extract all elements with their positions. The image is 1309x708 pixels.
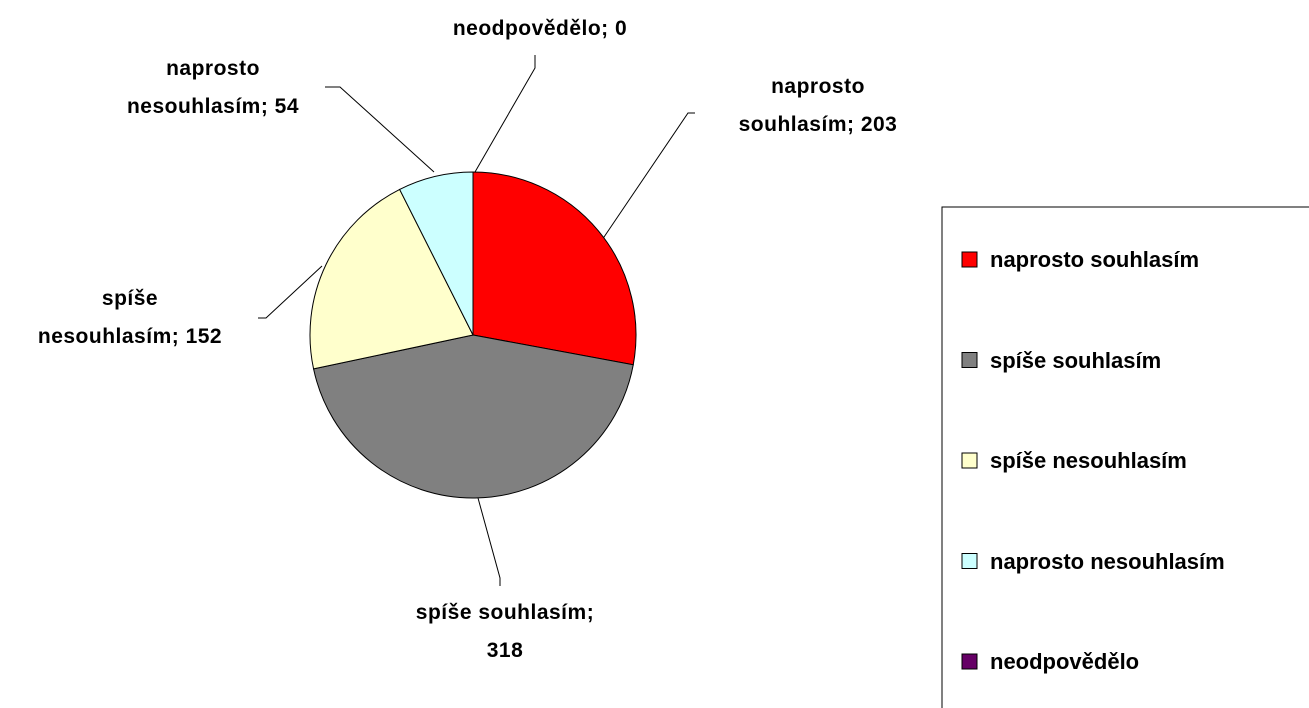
legend-swatch: [961, 452, 978, 469]
leader-line: [325, 86, 435, 173]
legend-label: naprosto nesouhlasím: [990, 548, 1225, 574]
leader-lines: [258, 55, 695, 586]
leader-line: [601, 112, 695, 241]
legend-label: spíše nesouhlasím: [990, 448, 1187, 473]
leader-line: [477, 497, 501, 586]
data-label: naprosto nesouhlasím; 54: [126, 57, 300, 118]
legend-label: neodpovědělo: [990, 649, 1140, 674]
legend-swatch: [961, 653, 978, 670]
data-label: spíše souhlasím; 318: [415, 601, 595, 662]
leader-line: [258, 265, 323, 319]
data-label: neodpovědělo; 0: [452, 17, 628, 40]
legend-swatch: [961, 352, 978, 368]
data-label: naprosto souhlasím; 203: [738, 75, 898, 136]
leader-line: [474, 55, 536, 173]
legend-box: [941, 206, 1309, 708]
legend-label: naprosto souhlasím: [990, 247, 1200, 272]
legend-label: spíše souhlasím: [990, 347, 1162, 373]
data-label: spíše nesouhlasím; 152: [37, 287, 223, 348]
legend-swatch: [961, 553, 978, 569]
pie-slice: [472, 171, 637, 366]
pie-slice: [309, 188, 474, 370]
legend-swatch: [961, 251, 978, 268]
pie-slice: [312, 334, 634, 499]
